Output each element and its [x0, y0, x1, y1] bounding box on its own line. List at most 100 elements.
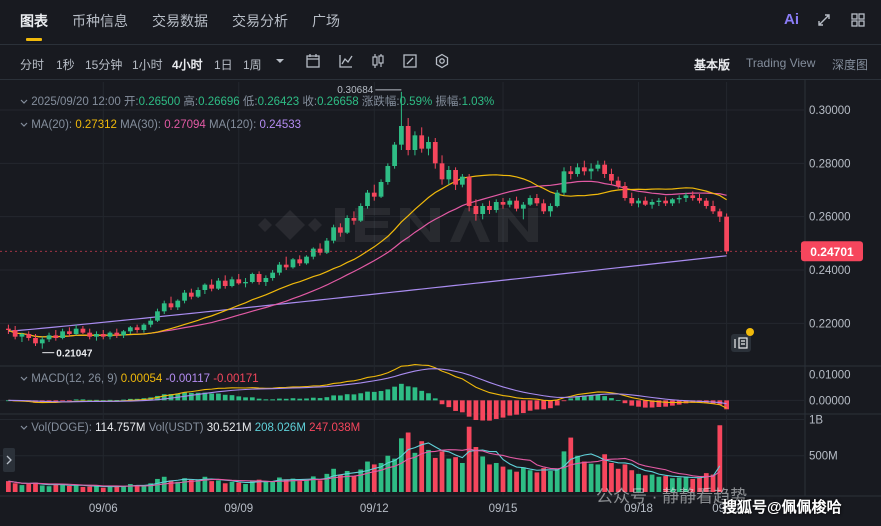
time-tick-label: 09/18 — [624, 503, 653, 515]
interval-1h[interactable]: 1小时 — [132, 58, 163, 72]
candle-body — [236, 279, 242, 284]
ma30-label: MA(30): — [120, 119, 161, 131]
ai-icon[interactable]: Ai — [784, 11, 799, 28]
volume-bar — [134, 485, 140, 492]
candle-body — [243, 282, 248, 284]
vol-doge-label: Vol(DOGE): — [31, 422, 92, 434]
ma30-value: 0.27094 — [164, 119, 206, 131]
candle-body — [663, 200, 669, 204]
collapse-chevron-icon[interactable] — [20, 98, 28, 106]
volume-bar — [703, 473, 709, 492]
candle-body — [39, 339, 45, 344]
interval-1w[interactable]: 1周 — [243, 58, 262, 72]
indicator-icon[interactable] — [338, 53, 354, 69]
candle-body — [270, 272, 276, 278]
drawing-tools-icon[interactable] — [402, 53, 418, 69]
volume-bar — [514, 471, 519, 492]
chevron-right-icon[interactable] — [3, 448, 15, 472]
candle-body — [338, 227, 343, 233]
candle-body — [426, 142, 431, 149]
order-book-icon[interactable] — [730, 333, 752, 353]
candle-body — [344, 218, 350, 233]
candle-body — [209, 284, 215, 289]
candle-body — [615, 180, 621, 186]
ma120-label: MA(120): — [208, 119, 257, 131]
candle-body — [656, 200, 662, 202]
candle-body — [121, 331, 126, 336]
macd-histogram-bar — [649, 400, 655, 408]
candle-body — [548, 206, 553, 212]
vol-doge-value: 114.757M — [95, 422, 146, 434]
candle-body — [453, 170, 458, 185]
candle-body — [283, 264, 289, 268]
candle-body — [541, 203, 547, 212]
ma120-value: 0.24533 — [259, 119, 302, 131]
candle-body — [690, 195, 696, 198]
candle-body — [310, 248, 316, 257]
layout-grid-icon[interactable] — [850, 12, 866, 28]
volume-bar — [12, 483, 18, 492]
tab-coin-info[interactable]: 币种信息 — [72, 13, 128, 29]
volume-bar — [670, 478, 675, 492]
candle-body — [683, 195, 689, 198]
view-tradingview[interactable]: Trading View — [746, 56, 816, 70]
candle-body — [256, 274, 262, 282]
candle-body — [161, 303, 167, 312]
macd-legend: MACD(12, 26, 9) 0.00054 -0.00117 -0.0017… — [20, 373, 259, 385]
tab-square[interactable]: 广场 — [312, 13, 340, 29]
macd-histogram-bar — [121, 399, 126, 401]
macd-histogram-bar — [642, 400, 648, 408]
vol-ma2-value: 247.038M — [309, 422, 361, 434]
calendar-icon[interactable] — [305, 53, 321, 69]
view-depth[interactable]: 深度图 — [832, 58, 869, 72]
candle-body — [6, 328, 11, 330]
tab-trade-analysis[interactable]: 交易分析 — [232, 13, 288, 29]
volume-bar — [561, 451, 567, 492]
tab-chart[interactable]: 图表 — [20, 13, 48, 29]
volume-bar — [656, 476, 662, 492]
macd-histogram-bar — [236, 396, 242, 401]
interval-15m[interactable]: 15分钟 — [85, 58, 123, 72]
collapse-chevron-icon[interactable] — [20, 121, 28, 129]
candle-body — [568, 171, 574, 174]
candle-body — [473, 206, 479, 214]
interval-1d[interactable]: 1日 — [214, 58, 233, 72]
macd-histogram-bar — [114, 400, 120, 401]
settings-icon[interactable] — [434, 53, 450, 69]
volume-bar — [188, 479, 194, 492]
candle-body — [561, 171, 567, 193]
macd-histogram-bar — [575, 396, 580, 401]
volume-bar — [229, 481, 235, 492]
volume-bar — [602, 454, 608, 492]
volume-bar — [629, 470, 635, 492]
candle-body — [717, 211, 723, 217]
volume-bar — [446, 458, 452, 492]
chevron-down-icon[interactable] — [274, 55, 286, 67]
candle-body — [351, 218, 357, 221]
volume-bar — [554, 468, 560, 492]
candle-body — [317, 248, 323, 253]
interval-time[interactable]: 分时 — [20, 58, 45, 72]
volume-bar — [148, 483, 154, 492]
volume-bar — [73, 485, 79, 492]
candle-body — [581, 167, 587, 172]
price-tick-label: 0.30000 — [809, 105, 851, 117]
candle-body — [670, 199, 675, 204]
macd-dea: -0.00117 — [165, 373, 211, 385]
collapse-chevron-icon[interactable] — [20, 375, 28, 383]
view-basic[interactable]: 基本版 — [694, 58, 731, 72]
macd-histogram-bar — [277, 398, 282, 401]
interval-1s[interactable]: 1秒 — [56, 58, 75, 72]
fullscreen-icon[interactable] — [816, 12, 832, 28]
volume-bar — [94, 486, 99, 492]
macd-histogram-bar — [419, 390, 425, 401]
volume-bar — [107, 485, 113, 492]
candle-type-icon[interactable] — [370, 53, 386, 69]
macd-histogram-bar — [636, 400, 641, 407]
high-label: 高: — [183, 96, 199, 108]
interval-4h[interactable]: 4小时 — [172, 58, 203, 72]
collapse-chevron-icon[interactable] — [20, 424, 28, 432]
time-tick-label: 09/06 — [89, 503, 118, 515]
tab-trade-data[interactable]: 交易数据 — [152, 13, 208, 29]
